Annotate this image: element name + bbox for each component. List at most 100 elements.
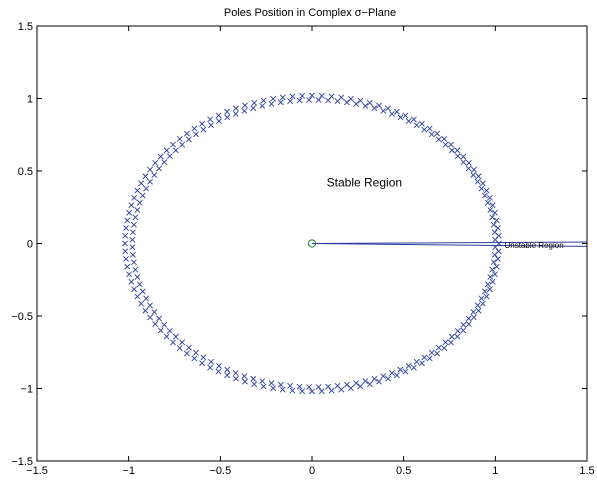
pole-marker [426,125,433,132]
pole-marker [483,293,490,300]
pole-marker [259,102,266,109]
pole-marker [270,385,277,392]
pole-marker [232,370,239,376]
pole-marker [315,97,322,103]
pole-marker [490,259,497,266]
pole-marker [156,165,162,172]
pole-marker [207,364,214,371]
pole-marker [474,302,481,309]
pole-marker [309,388,315,395]
pole-marker [479,300,486,307]
pole-marker [215,112,222,119]
x-axis: −1.5 −1 −0.5 0 0.5 1 1.5 [26,26,595,477]
pole-marker [474,178,481,185]
pole-marker [434,350,441,357]
pole-marker [343,99,350,106]
pole-marker [200,126,207,133]
pole-marker [147,302,153,309]
pole-marker [325,383,331,390]
pole-marker [136,199,143,206]
pole-marker [279,386,286,393]
pole-marker [460,327,467,334]
pole-marker [152,160,159,166]
pole-marker [183,350,190,357]
pole-marker [134,293,141,300]
pole-marker [465,321,472,327]
pole-marker [241,373,248,380]
pole-marker [470,172,477,178]
pole-marker [157,327,164,334]
pole-marker [138,300,145,307]
pole-marker [289,93,296,100]
pole-marker [486,194,493,201]
pole-marker [465,160,472,166]
pole-marker [393,372,400,379]
pole-marker [306,384,313,390]
pole-marker [371,375,378,382]
pole-marker [484,281,491,288]
pole-marker [487,274,494,280]
pole-marker [489,266,496,273]
x-tick-label: 1.5 [579,465,594,477]
pole-marker [260,383,267,390]
y-tick-label: 0 [27,239,33,251]
pole-marker [454,153,461,160]
pole-marker [250,105,257,112]
pole-marker [176,136,183,142]
pole-marker [287,382,294,389]
pole-marker [478,185,485,192]
pole-marker [418,120,425,127]
pole-marker [334,382,341,389]
pole-marker [421,126,428,133]
pole-marker [170,141,176,148]
pole-marker [410,364,417,371]
pole-marker [315,384,322,390]
pole-marker [224,366,231,373]
pole-marker [493,217,500,224]
pole-marker [122,240,128,247]
pole-marker [413,358,420,365]
pole-marker [122,248,129,255]
pole-marker [309,92,315,99]
pole-marker [138,180,145,187]
pole-marker [299,388,306,395]
pole-marker [130,259,137,266]
pole-marker [134,207,141,213]
pole-marker [191,355,198,362]
pole-marker [124,217,131,224]
pole-marker [482,192,488,199]
pole-marker [353,100,360,107]
y-tick-label: 0.5 [18,166,33,178]
pole-marker [163,333,170,340]
pole-marker [448,333,455,340]
x-tick-label: −1 [122,465,135,477]
x-tick-label: 1 [492,465,498,477]
pole-marker [251,381,258,388]
pole-marker [402,112,409,119]
pole-marker [161,159,168,166]
pole-marker [216,362,222,369]
pole-marker [362,378,369,385]
pole-marker [132,266,139,273]
pole-marker [495,256,501,262]
pole-marker [136,281,143,288]
pole-marker [353,380,360,387]
pole-marker [380,107,387,114]
pole-marker [185,344,192,351]
pole-marker [163,147,170,154]
pole-marker [470,309,477,315]
plot-area: Stable Region Unstable Region [122,92,587,395]
pole-marker [435,344,442,351]
pole-marker [454,333,461,340]
pole-marker [143,295,150,302]
pole-marker [134,187,141,194]
pole-marker [491,209,498,216]
pole-marker [428,349,435,356]
pole-marker [151,172,158,178]
pole-marker [152,321,159,327]
pole-marker [389,370,395,376]
unstable-region-label: Unstable Region [505,241,564,250]
pole-marker [426,355,433,362]
pole-marker [179,339,186,346]
